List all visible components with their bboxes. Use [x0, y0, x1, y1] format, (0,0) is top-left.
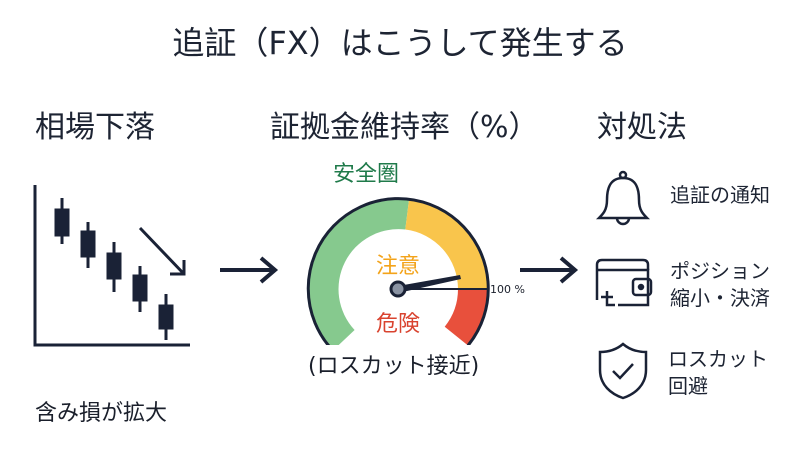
gauge-safe-zone [308, 199, 409, 345]
arrow-icon [220, 256, 279, 284]
action-line-2: 回避 [668, 374, 708, 398]
arrow-icon [520, 256, 579, 284]
zone-caution-label: 注意 [376, 254, 421, 279]
chart-axes [33, 185, 190, 347]
action-line-1: ポジション [670, 259, 770, 283]
action-line-1: ロスカット [668, 347, 768, 371]
page-title: 追証（FX）はこうして発生する [172, 24, 628, 62]
wallet-icon [595, 258, 653, 307]
bell-icon [595, 170, 651, 226]
margin-gauge [306, 197, 490, 345]
margin-ratio-heading: 証拠金維持率（%） [270, 110, 539, 145]
action-line-2: 縮小・決済 [670, 286, 770, 310]
gauge-danger-zone [444, 289, 488, 345]
action-notice: 追証の通知 [670, 183, 770, 207]
margin-ratio-caption: (ロスカット接近) [308, 354, 480, 379]
threshold-label: 100 % [490, 283, 525, 296]
gauge-caution-zone [405, 199, 488, 289]
action-reduce-position: ポジション 縮小・決済 [670, 258, 770, 312]
zone-safe-label: 安全圏 [333, 162, 400, 187]
response-heading: 対処法 [597, 110, 687, 145]
gauge-needle [398, 275, 461, 293]
down-arrow [138, 226, 186, 276]
shield-check-icon [598, 342, 648, 400]
market-drop-caption: 含み損が拡大 [35, 401, 168, 426]
zone-danger-label: 危険 [376, 312, 421, 337]
market-drop-heading: 相場下落 [35, 110, 155, 145]
action-avoid-losscut: ロスカット 回避 [668, 346, 768, 400]
candlestick-illustration [33, 185, 190, 347]
